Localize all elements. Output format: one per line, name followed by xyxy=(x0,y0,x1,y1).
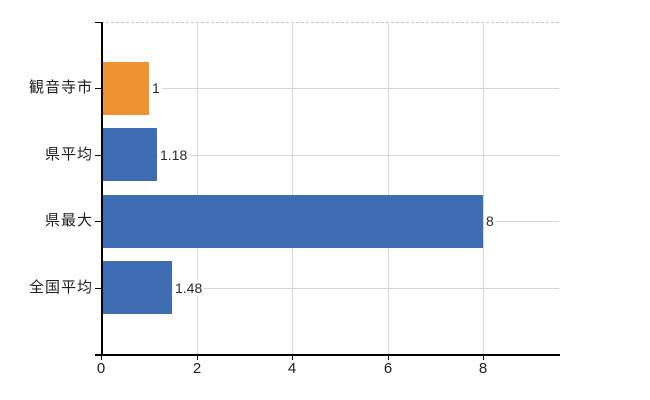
category-tick-mark xyxy=(95,221,101,222)
row-gridline xyxy=(101,88,559,89)
category-label: 全国平均 xyxy=(28,279,93,296)
category-tick-mark xyxy=(95,155,101,156)
y-axis-outer-tick xyxy=(95,22,101,23)
category-tick-mark xyxy=(95,288,101,289)
x-tick-mark xyxy=(197,355,198,360)
x-tick-label: 2 xyxy=(192,360,202,377)
category-label: 観音寺市 xyxy=(28,79,93,96)
bar-value-label: 1 xyxy=(150,80,162,96)
category-label: 県最大 xyxy=(44,212,93,229)
x-tick-label: 8 xyxy=(478,360,488,377)
x-tick-label: 6 xyxy=(383,360,393,377)
bar xyxy=(101,62,149,115)
category-label: 県平均 xyxy=(44,146,93,163)
bar xyxy=(101,128,157,181)
bar-value-label: 1.48 xyxy=(173,280,205,296)
x-tick-mark xyxy=(101,355,102,360)
row-gridline xyxy=(101,288,559,289)
x-gridline xyxy=(388,22,389,354)
bar-value-label: 8 xyxy=(484,213,496,229)
x-gridline xyxy=(483,22,484,354)
x-tick-mark xyxy=(388,355,389,360)
x-axis-line xyxy=(95,354,560,356)
y-axis-line xyxy=(101,22,103,355)
row-gridline xyxy=(101,155,559,156)
bar xyxy=(101,195,483,248)
bar xyxy=(101,261,172,314)
category-tick-mark xyxy=(95,88,101,89)
x-gridline xyxy=(197,22,198,354)
plot-top-border xyxy=(101,22,559,23)
x-tick-mark xyxy=(292,355,293,360)
x-tick-label: 4 xyxy=(287,360,297,377)
bar-value-label: 1.18 xyxy=(158,147,190,163)
x-gridline xyxy=(292,22,293,354)
x-tick-mark xyxy=(483,355,484,360)
x-tick-label: 0 xyxy=(96,360,106,377)
